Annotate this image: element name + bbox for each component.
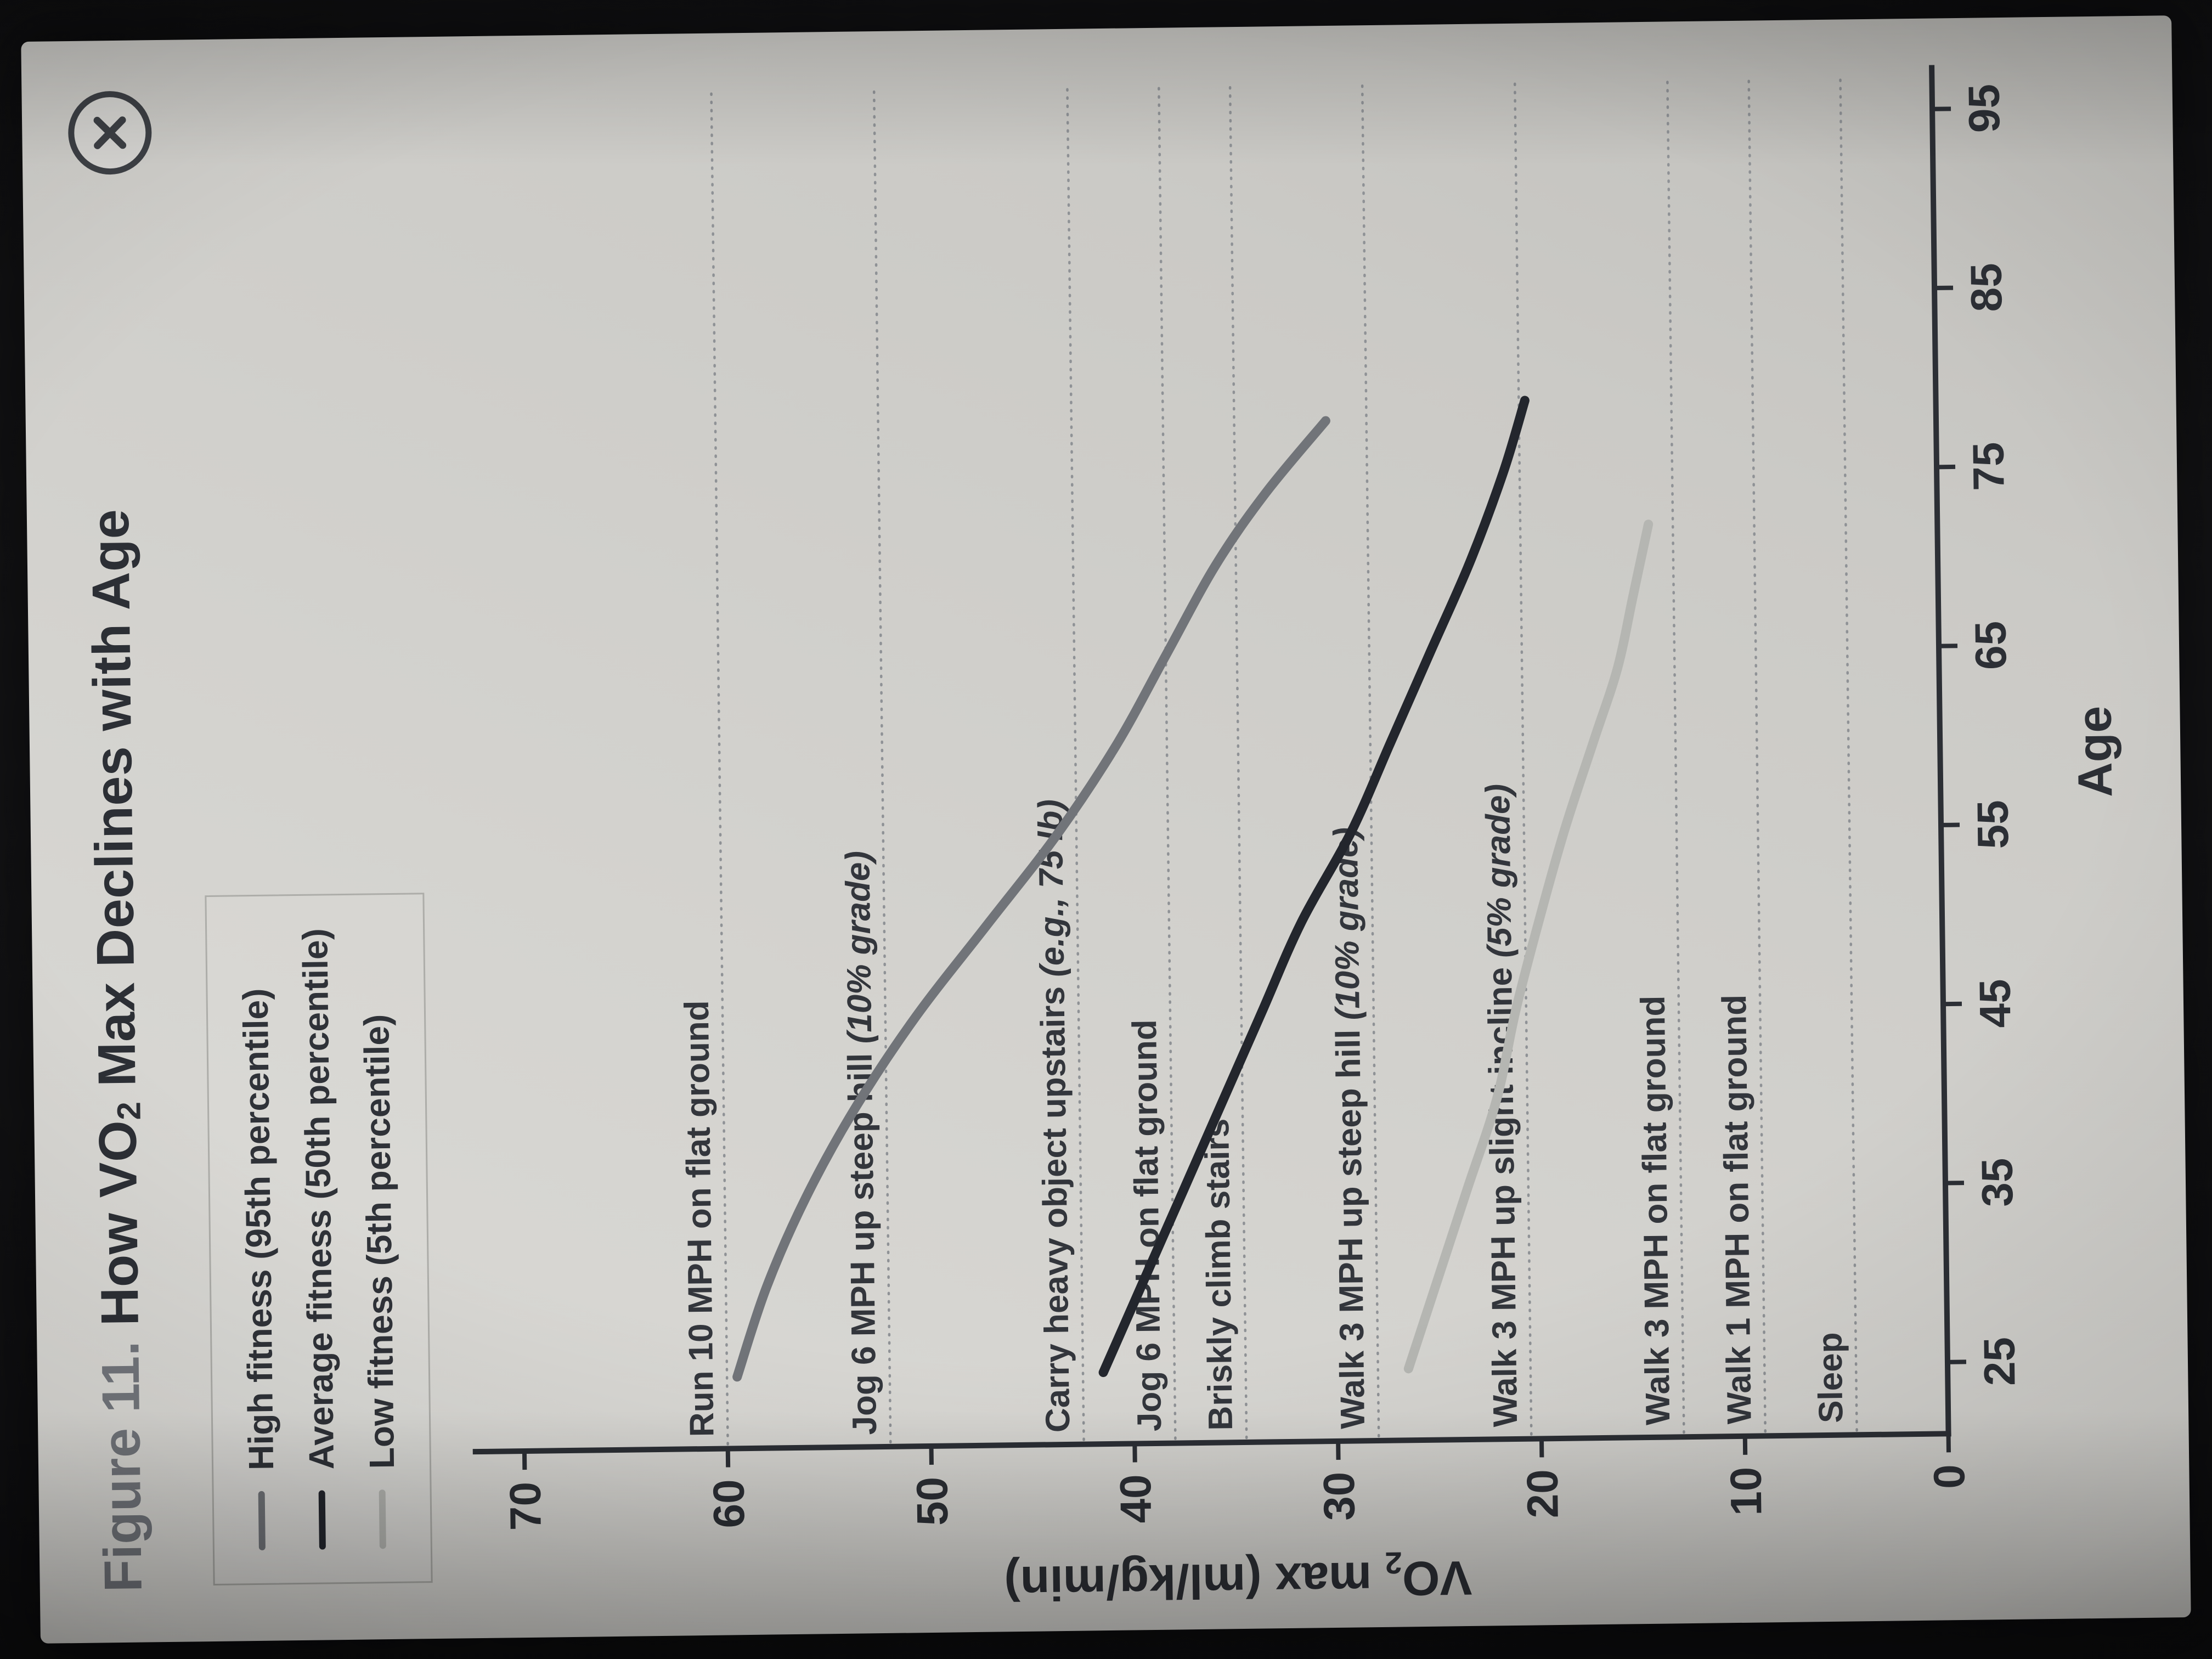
reference-line-label: Walk 1 MPH on flat ground xyxy=(1716,995,1759,1425)
reference-line-label: Carry heavy object upstairs (e.g., 75 lb… xyxy=(1031,799,1077,1432)
legend-item-low-fitness: Low fitness (5th percentile) xyxy=(355,927,403,1549)
title-subscript: 2 xyxy=(110,1101,148,1121)
legend-swatch-low-fitness xyxy=(379,1489,386,1549)
legend-item-average-fitness: Average fitness (50th percentile) xyxy=(295,928,343,1550)
y-tick-label: 10 xyxy=(1721,1466,1770,1516)
reference-line xyxy=(1157,82,1177,1440)
close-icon xyxy=(93,116,127,149)
title-text: How VO xyxy=(87,1120,150,1327)
chart-header: Figure 11. How VO2 Max Declines with Age xyxy=(67,91,169,1593)
title-text-rest: Max Declines with Age xyxy=(80,509,147,1102)
reference-line xyxy=(1228,81,1248,1440)
reference-line-label: Briskly climb stairs xyxy=(1198,1119,1240,1431)
y-tick-label: 40 xyxy=(1111,1474,1160,1523)
series-curve-2 xyxy=(1403,520,1654,1374)
device-screen: Figure 11. How VO2 Max Declines with Age… xyxy=(21,15,2191,1644)
y-axis-title: VO2 max (ml/kg/min) xyxy=(1004,1545,1472,1611)
x-tick-label: 45 xyxy=(1970,979,2019,1028)
reference-line-label: Jog 6 MPH on flat ground xyxy=(1126,1019,1169,1432)
y-tick-label: 50 xyxy=(907,1476,957,1526)
x-tick-label: 55 xyxy=(1968,800,2017,849)
x-axis-title: Age xyxy=(2067,706,2122,797)
legend: High fitness (95th percentile) Average f… xyxy=(205,892,433,1585)
reference-line xyxy=(1666,76,1685,1434)
y-tick-label: 30 xyxy=(1314,1471,1364,1521)
x-tick-label: 65 xyxy=(1966,620,2015,670)
reference-line xyxy=(1839,74,1858,1432)
x-axis-line xyxy=(1929,65,1951,1437)
plot-svg: Run 10 MPH on flat ground Jog 6 MPH up st… xyxy=(472,65,2122,1611)
legend-swatch-average-fitness xyxy=(318,1490,326,1550)
y-axis-line xyxy=(472,1431,1951,1455)
reference-line-label: Jog 6 MPH up steep hill (10% grade) xyxy=(839,851,884,1435)
x-tick-label: 75 xyxy=(1963,442,2013,491)
x-tick-label: 85 xyxy=(1962,263,2011,312)
y-tick-label: 0 xyxy=(1925,1464,1974,1489)
close-button[interactable] xyxy=(67,91,153,176)
reference-line xyxy=(1361,80,1380,1438)
reference-line-label: Walk 3 MPH on flat ground xyxy=(1634,995,1678,1425)
legend-label-average-fitness: Average fitness (50th percentile) xyxy=(295,928,342,1470)
y-tick-label: 70 xyxy=(501,1481,550,1531)
reference-line-label: Walk 3 MPH up slight incline (5% grade) xyxy=(1479,783,1525,1427)
reference-line xyxy=(872,86,892,1444)
reference-line xyxy=(710,88,729,1446)
reference-line xyxy=(1747,75,1767,1433)
legend-label-low-fitness: Low fitness (5th percentile) xyxy=(357,1014,402,1469)
reference-line-label: Walk 3 MPH up steep hill (10% grade) xyxy=(1327,827,1372,1429)
x-tick-label: 35 xyxy=(1972,1158,2022,1207)
reference-line xyxy=(1513,78,1533,1436)
legend-item-high-fitness: High fitness (95th percentile) xyxy=(234,929,283,1550)
y-tick-label: 60 xyxy=(704,1479,753,1528)
reference-line xyxy=(1066,83,1085,1441)
reference-line-label: Run 10 MPH on flat ground xyxy=(678,1000,721,1437)
x-tick-label: 25 xyxy=(1974,1337,2024,1386)
reference-line-label: Sleep xyxy=(1811,1332,1850,1423)
series-curve-1 xyxy=(1098,396,1530,1378)
x-tick-label: 95 xyxy=(1960,84,2009,133)
figure-number: Figure 11. xyxy=(89,1325,153,1593)
page-title: Figure 11. How VO2 Max Declines with Age xyxy=(73,509,154,1593)
y-tick-label: 20 xyxy=(1518,1469,1567,1519)
series-curve-0 xyxy=(732,416,1330,1382)
legend-label-high-fitness: High fitness (95th percentile) xyxy=(235,988,281,1471)
legend-swatch-high-fitness xyxy=(258,1491,266,1550)
